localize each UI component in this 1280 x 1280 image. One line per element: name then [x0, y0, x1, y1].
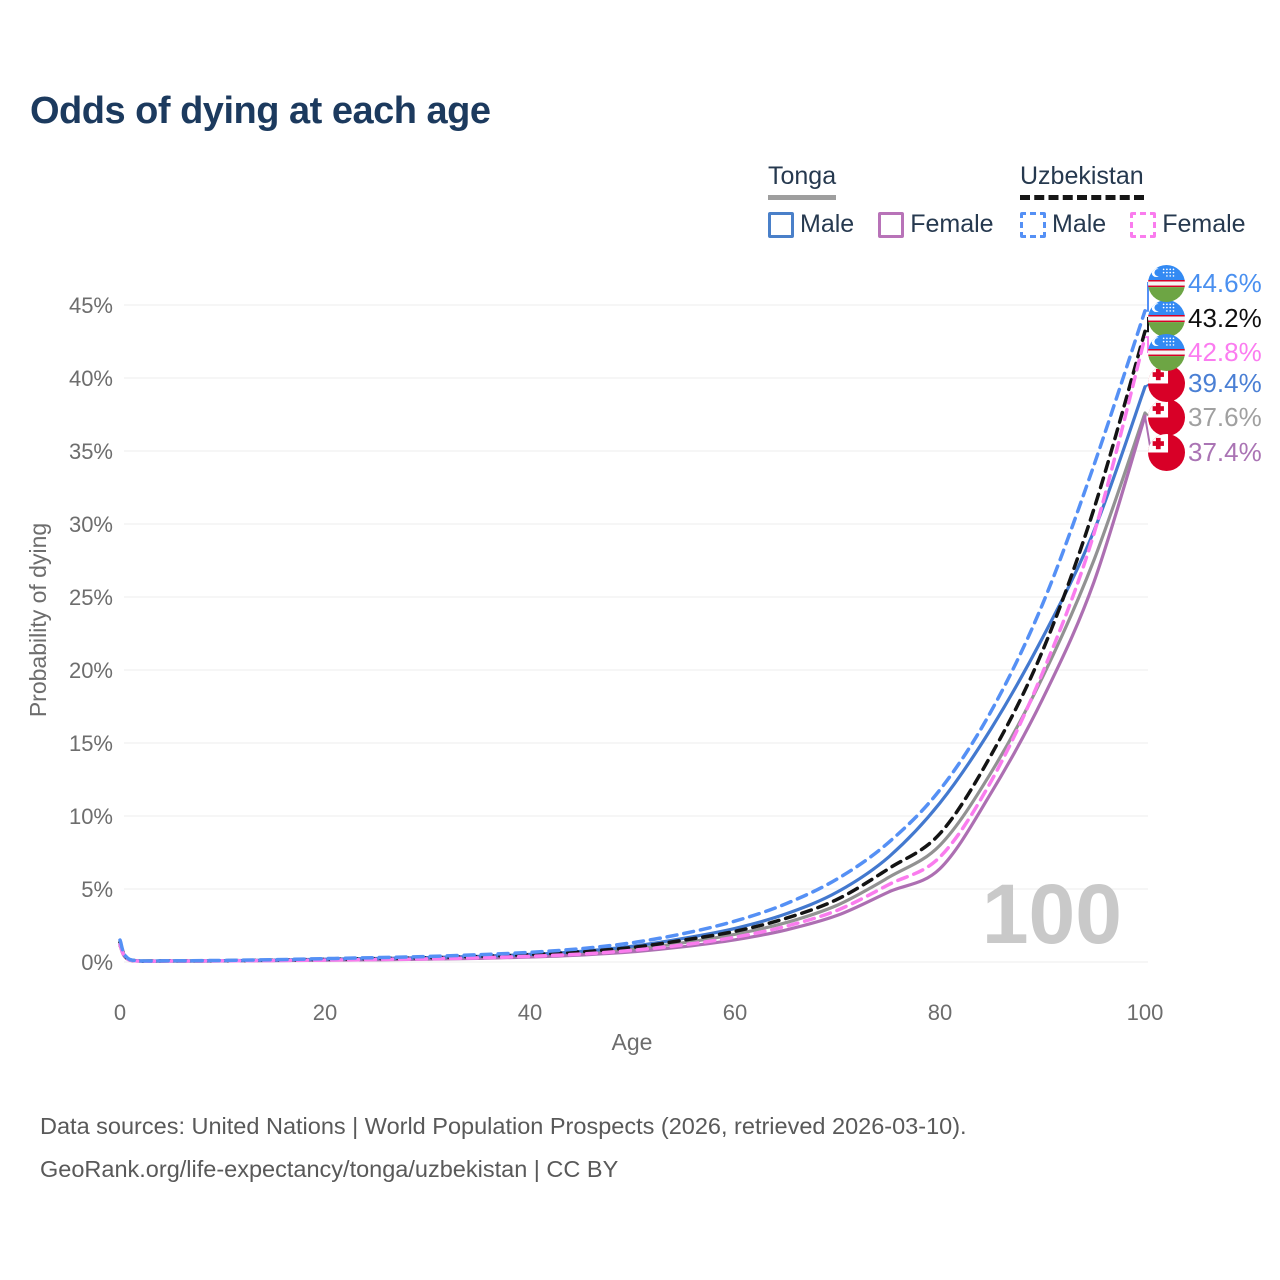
y-tick-label: 30% [69, 512, 113, 537]
legend-group-tonga: Tonga Male Female [768, 162, 1012, 239]
y-tick-label: 20% [69, 658, 113, 683]
flag-uzbekistan-icon [1148, 300, 1185, 337]
legend-swatch-uzbekistan-male[interactable] [1020, 211, 1046, 238]
gridlines [124, 304, 1148, 963]
y-tick-label: 5% [81, 877, 113, 902]
x-tick-label: 20 [313, 1000, 337, 1025]
x-tick-label: 40 [518, 1000, 542, 1025]
footer-source-line: Data sources: United Nations | World Pop… [40, 1113, 967, 1139]
footer-url-line: GeoRank.org/life-expectancy/tonga/uzbeki… [40, 1156, 619, 1182]
end-value-tonga-female: 37.4% [1188, 436, 1262, 467]
end-value-tonga-both: 37.6% [1188, 401, 1262, 432]
y-tick-label: 15% [69, 731, 113, 756]
x-axis-title: Age [612, 1029, 653, 1055]
end-label-tonga-female: 37.4% [1148, 433, 1262, 471]
end-label-tonga-male: 39.4% [1148, 364, 1262, 402]
flag-tonga-icon [1148, 399, 1185, 436]
legend-title-uzbekistan: Uzbekistan [1020, 162, 1144, 200]
end-label-uzbekistan-female: 42.8% [1148, 333, 1262, 371]
y-tick-label: 40% [69, 366, 113, 391]
y-axis-tick-labels: 0% 5% 10% 15% 20% 25% 30% 35% 40% 45% [69, 293, 113, 975]
x-axis-tick-labels: 0 20 40 60 80 100 [114, 1000, 1163, 1025]
legend-row-tonga: Male Female [768, 210, 1012, 239]
legend-swatch-uzbekistan-female[interactable] [1130, 211, 1157, 238]
legend-label-tonga-female[interactable]: Female [910, 210, 994, 238]
end-label-uzbekistan-both: 43.2% [1148, 299, 1262, 337]
series-lines [118, 309, 1147, 963]
y-tick-label: 0% [81, 950, 113, 975]
x-tick-label: 100 [1127, 1000, 1164, 1025]
legend-row-uzbekistan: Male Female [1020, 210, 1264, 239]
legend-swatch-tonga-male[interactable] [768, 211, 794, 238]
x-tick-label: 60 [723, 1000, 747, 1025]
flag-uzbekistan-icon [1148, 265, 1185, 302]
end-value-uzbekistan-both: 43.2% [1188, 302, 1262, 333]
end-label-tonga-both: 37.6% [1148, 398, 1262, 436]
end-value-uzbekistan-female: 42.8% [1188, 336, 1262, 367]
end-label-uzbekistan-male: 44.6% [1148, 264, 1262, 302]
footer: Data sources: United Nations | World Pop… [40, 1105, 967, 1191]
flag-tonga-icon [1148, 434, 1185, 471]
y-tick-label: 10% [69, 804, 113, 829]
watermark-age-label: 100 [982, 867, 1122, 961]
y-tick-label: 45% [69, 293, 113, 318]
legend-label-uzbekistan-female[interactable]: Female [1162, 210, 1246, 238]
legend-label-uzbekistan-male[interactable]: Male [1052, 210, 1107, 238]
flag-uzbekistan-icon [1148, 334, 1185, 371]
legend-label-tonga-male[interactable]: Male [800, 210, 855, 238]
y-tick-label: 25% [69, 585, 113, 610]
series-line-uzbekistan-male[interactable] [118, 309, 1147, 963]
y-axis-title: Probability of dying [25, 523, 51, 717]
x-tick-label: 0 [114, 1000, 126, 1025]
legend-group-uzbekistan: Uzbekistan Male Female [1020, 162, 1264, 239]
x-tick-label: 80 [928, 1000, 952, 1025]
page-title: Odds of dying at each age [30, 90, 491, 132]
legend-title-tonga: Tonga [768, 162, 837, 200]
end-value-tonga-male: 39.4% [1188, 367, 1262, 398]
legend-swatch-tonga-female[interactable] [878, 211, 905, 238]
end-value-uzbekistan-male: 44.6% [1188, 267, 1262, 298]
y-tick-label: 35% [69, 439, 113, 464]
